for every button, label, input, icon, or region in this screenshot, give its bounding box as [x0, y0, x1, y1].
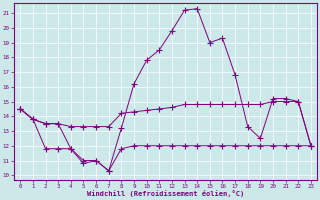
X-axis label: Windchill (Refroidissement éolien,°C): Windchill (Refroidissement éolien,°C) — [87, 190, 244, 197]
